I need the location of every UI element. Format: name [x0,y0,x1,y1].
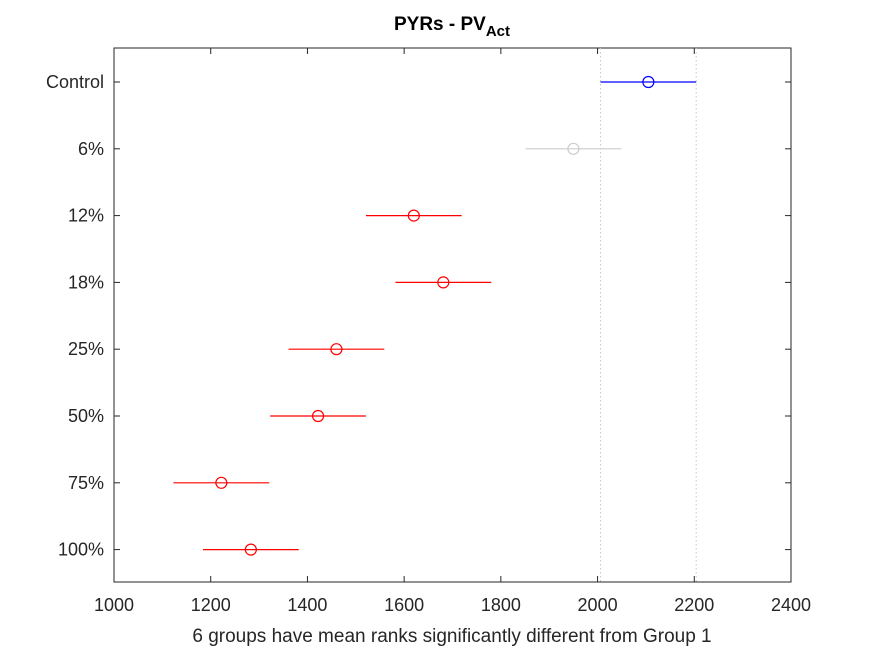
y-tick-label-25pct: 25% [68,339,104,359]
x-tick-label-1600: 1600 [384,595,424,615]
x-tick-label-1200: 1200 [191,595,231,615]
y-axis-ticks: Control 6% 12% 18% 25% 50% 75% 100% [46,72,791,560]
x-axis-label: 6 groups have mean ranks significantly d… [192,626,711,647]
mean-marker-50pct [311,409,325,423]
mean-marker-25pct [330,343,343,356]
y-tick-label-12pct: 12% [68,206,104,226]
plot-area [113,47,792,583]
mean-marker-18pct [437,276,450,289]
y-tick-label-6pct: 6% [78,139,104,159]
x-axis-ticks: 1000 1200 1400 1600 1800 2000 2200 2400 [94,48,811,615]
y-tick-label-50pct: 50% [68,406,104,426]
reference-lines [599,48,697,582]
x-tick-label-2400: 2400 [771,595,811,615]
mean-marker-6pct [567,142,580,155]
x-tick-label-1000: 1000 [94,595,134,615]
x-tick-label-1400: 1400 [287,595,327,615]
mean-marker-control [642,75,655,89]
y-tick-label-100pct: 100% [58,540,104,560]
x-tick-label-1800: 1800 [481,595,521,615]
y-tick-label-18pct: 18% [68,272,104,292]
mean-marker-100pct [244,543,257,556]
x-tick-label-2200: 2200 [674,595,714,615]
y-tick-label-75pct: 75% [68,473,104,493]
chart-title: PYRs - PVAct [394,14,510,40]
mean-marker-75pct [215,476,228,489]
mean-marker-12pct [407,209,420,222]
x-tick-label-2000: 2000 [578,595,618,615]
groups-layer [173,75,697,556]
y-tick-label-control: Control [46,72,104,92]
